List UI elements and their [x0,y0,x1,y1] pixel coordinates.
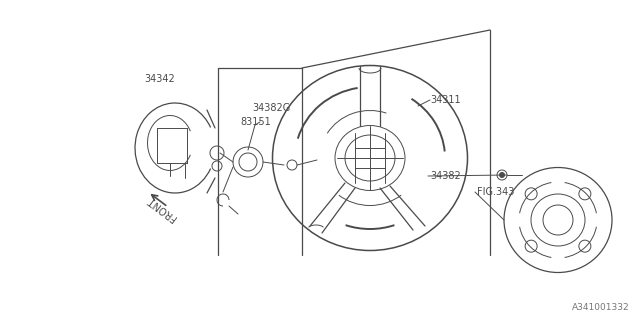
Circle shape [499,172,504,178]
Text: 83151: 83151 [240,117,271,127]
Text: 34382: 34382 [430,171,461,181]
Text: A341001332: A341001332 [572,303,630,312]
Text: FIG.343: FIG.343 [477,187,515,197]
Text: 34342: 34342 [144,74,175,84]
Text: FRONT: FRONT [145,194,178,222]
Text: 34382G: 34382G [252,103,291,113]
Text: 34311: 34311 [430,95,461,105]
